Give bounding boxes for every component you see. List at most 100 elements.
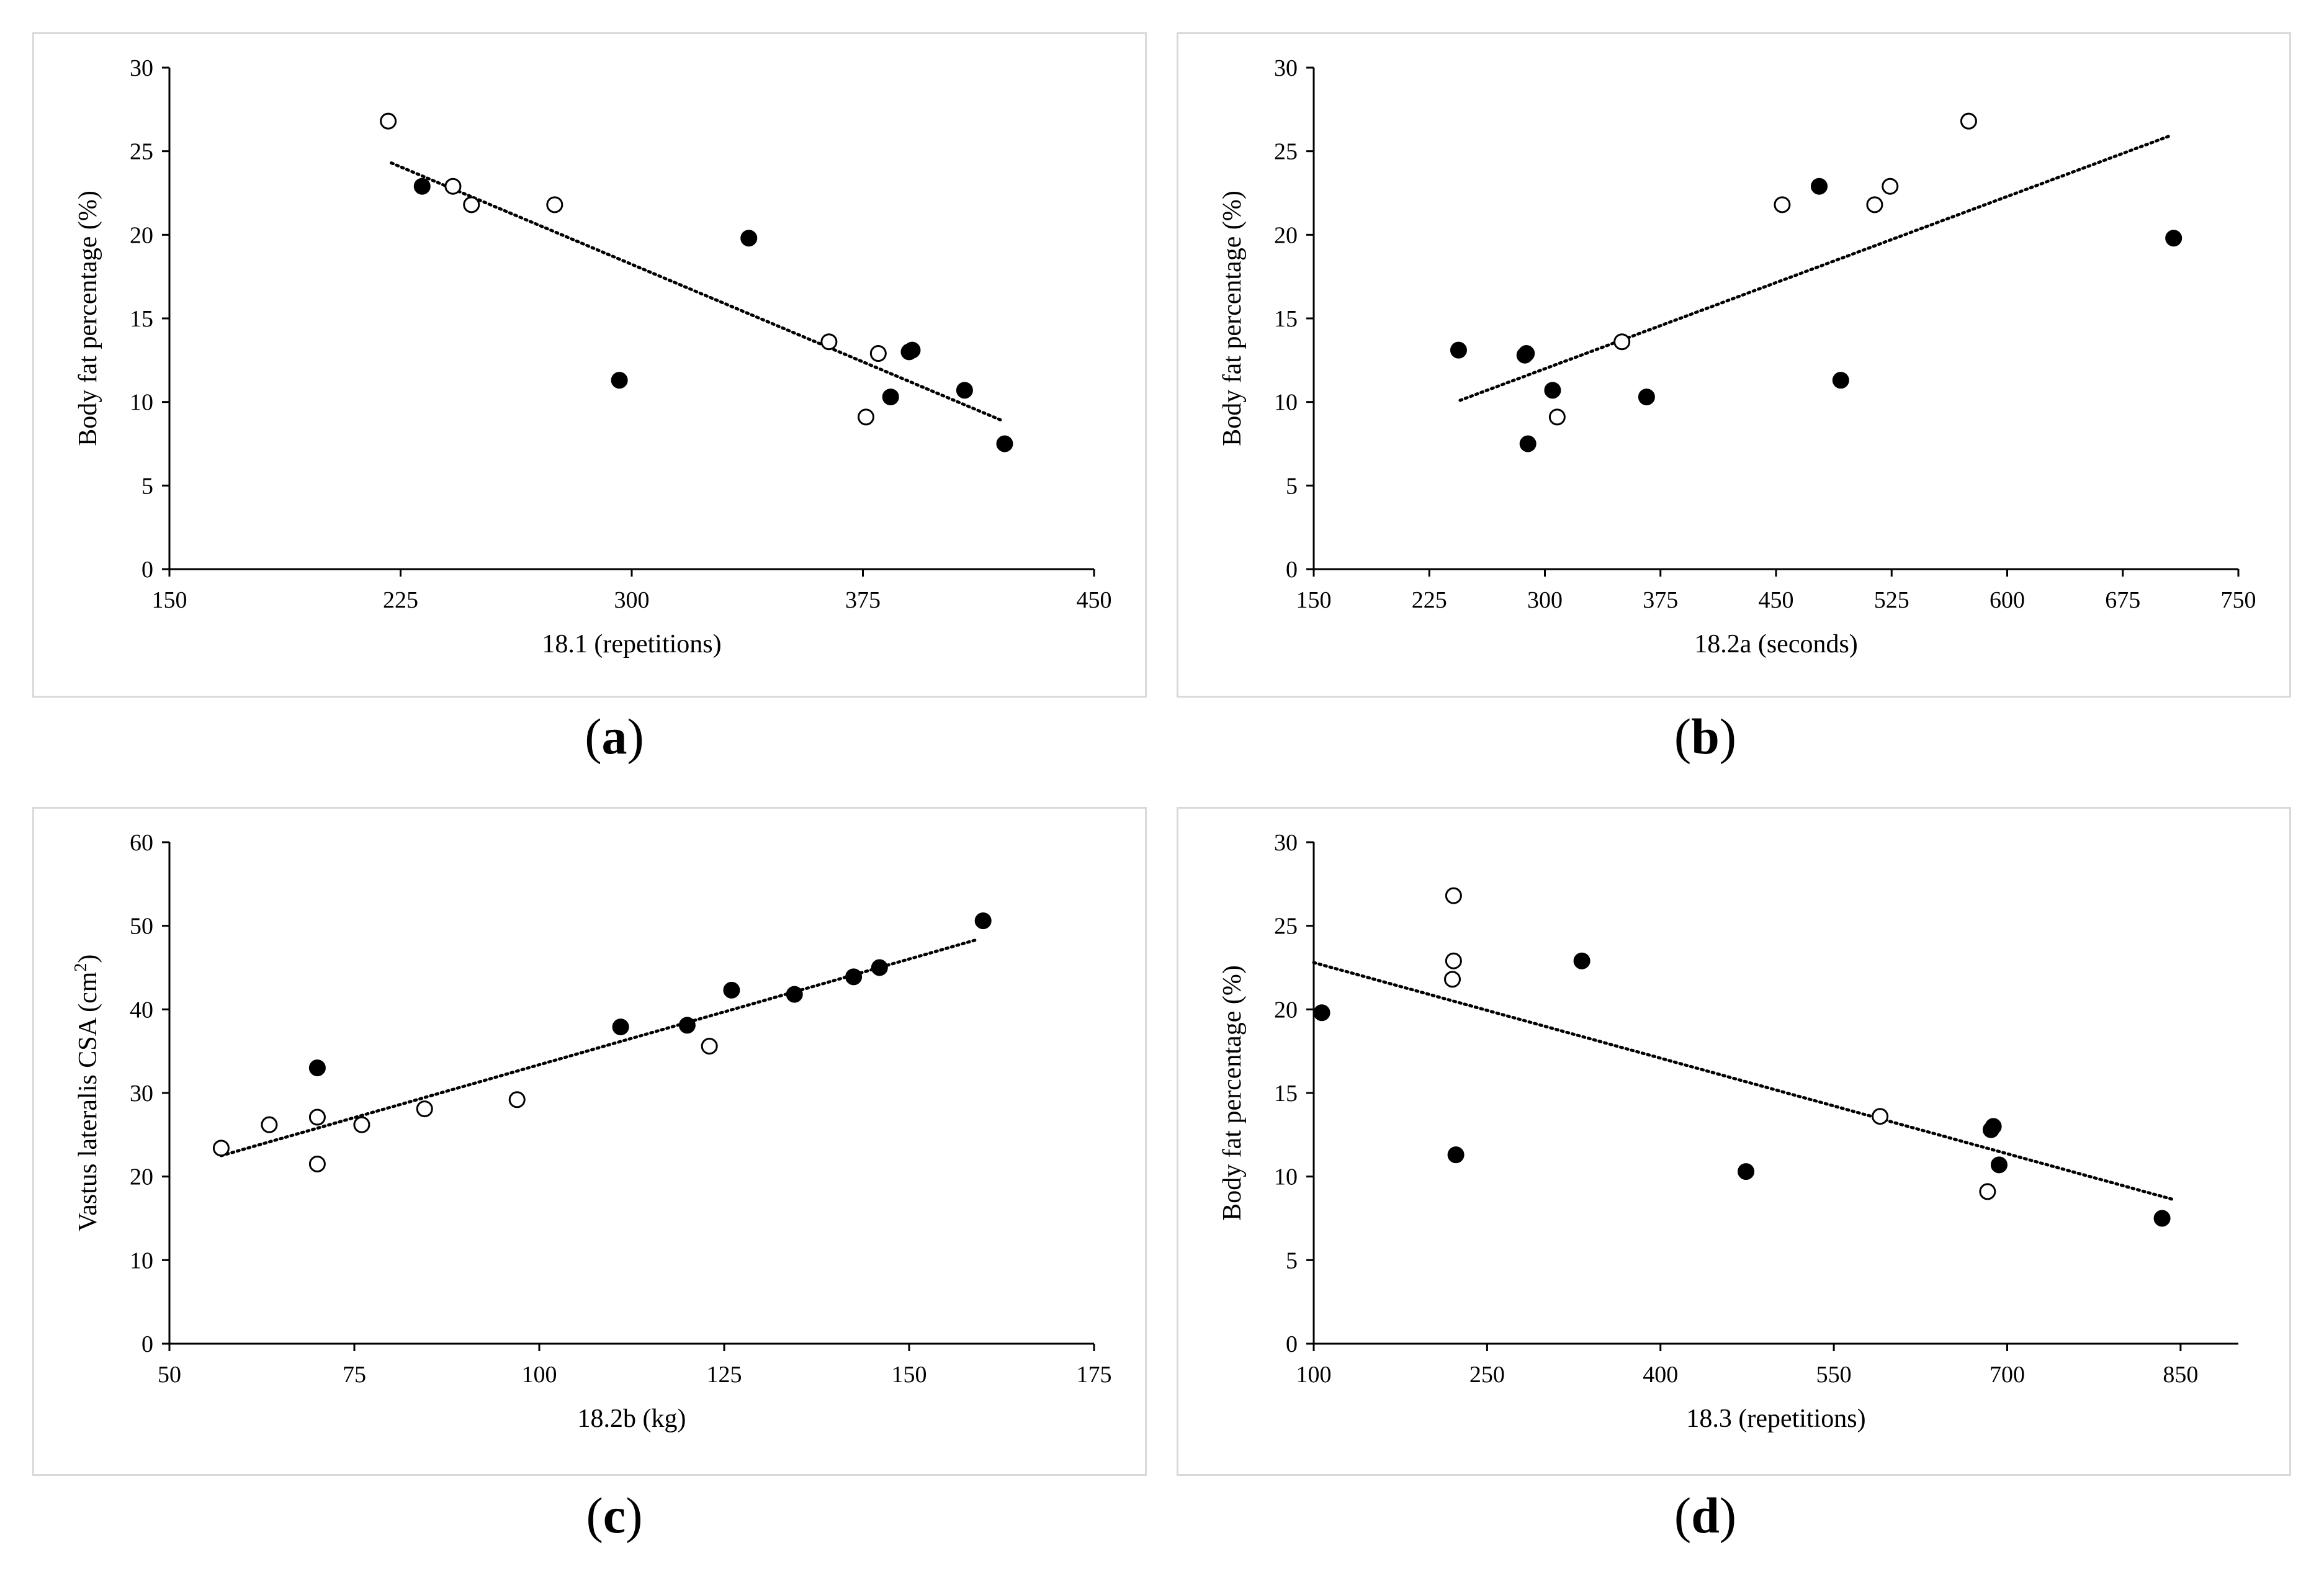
- y-tick-label: 0: [141, 1331, 153, 1357]
- filled-data-point: [1832, 372, 1849, 389]
- filled-data-point: [845, 968, 863, 986]
- x-tick-label: 850: [2163, 1362, 2198, 1388]
- y-axis-title-tail: ): [74, 955, 102, 963]
- y-axis-title-main: Vastus lateralis CSA (cm: [74, 971, 102, 1231]
- x-tick-label: 100: [1296, 1362, 1332, 1388]
- x-tick-label: 300: [614, 587, 650, 613]
- trendline: [1458, 134, 2171, 402]
- chart-panel-c: 0 10 20 30 40 50 60 50 75 100 125 150 175 18.2b (kg) V…: [32, 807, 1147, 1476]
- y-tick-label: 25: [1274, 914, 1298, 940]
- x-tick-label: 175: [1077, 1362, 1112, 1388]
- y-axis-title-main: Body fat percentage (%): [74, 191, 102, 446]
- x-axis-title: 18.3 (repetitions): [1686, 1405, 1865, 1433]
- y-axis-title-main: Body fat percentage (%): [1218, 965, 1247, 1221]
- filled-data-point: [956, 382, 973, 399]
- trendline: [390, 161, 1003, 422]
- y-tick-label: 30: [130, 55, 153, 81]
- filled-data-point: [1738, 1163, 1755, 1180]
- open-data-point: [1774, 196, 1791, 214]
- scatter-plot-a: 0 5 10 15 20 25 30 150 225 300 375 450 18.1 (repetit…: [74, 55, 1112, 659]
- x-tick-label: 450: [1759, 587, 1794, 613]
- open-data-point: [1960, 112, 1977, 130]
- filled-data-point: [904, 341, 921, 359]
- chart-panel-a: 0 5 10 15 20 25 30 150 225 300 375 450 18.1 (repetit…: [32, 32, 1147, 698]
- y-tick-label: 15: [130, 306, 153, 332]
- filled-data-point: [2153, 1210, 2171, 1227]
- y-axis-title-main: Body fat percentage (%): [1218, 191, 1247, 446]
- open-data-point: [380, 112, 397, 130]
- x-tick-label: 750: [2221, 587, 2256, 613]
- open-data-point: [261, 1116, 278, 1133]
- open-data-point: [1872, 1108, 1889, 1125]
- y-tick-label: 10: [130, 1248, 153, 1274]
- y-tick-label: 20: [130, 1164, 153, 1190]
- x-tick-label: 225: [383, 587, 418, 613]
- y-tick-label: 5: [1286, 1248, 1298, 1274]
- open-data-point: [444, 178, 462, 195]
- chart-panel-d: 0 5 10 15 20 25 30 100 250 400 550 700 850 18.3 (repe…: [1177, 807, 2291, 1476]
- y-axis-title: Body fat percentage (%): [1218, 965, 1247, 1221]
- x-tick-label: 375: [1643, 587, 1678, 613]
- filled-data-point: [1313, 1004, 1330, 1022]
- x-tick-label: 450: [1077, 587, 1112, 613]
- filled-data-point: [974, 912, 992, 930]
- filled-data-point: [611, 372, 628, 389]
- filled-data-point: [612, 1018, 629, 1036]
- open-data-point: [1548, 408, 1566, 426]
- x-axis-title: 18.1 (repetitions): [542, 630, 721, 659]
- chart-panel-b: 0 5 10 15 20 25 30 150 225 300 375 450 525 600 675 750 1…: [1177, 32, 2291, 698]
- y-tick-label: 25: [1274, 139, 1298, 165]
- filled-data-point: [1544, 382, 1561, 399]
- filled-data-point: [882, 389, 899, 406]
- open-data-point: [463, 196, 480, 214]
- scatter-plot-c: 0 10 20 30 40 50 60 50 75 100 125 150 175 18.2b (kg) V…: [71, 830, 1112, 1433]
- y-tick-label: 5: [1286, 473, 1298, 499]
- y-tick-label: 0: [141, 557, 153, 583]
- x-axis-title: 18.2a (seconds): [1694, 630, 1858, 659]
- open-data-point: [1445, 952, 1462, 969]
- filled-data-point: [1982, 1121, 1999, 1138]
- scatter-plot-d: 0 5 10 15 20 25 30 100 250 400 550 700 850 18.3 (repe…: [1218, 830, 2238, 1433]
- x-tick-label: 400: [1643, 1362, 1678, 1388]
- caption-b: (b): [1674, 708, 1737, 765]
- filled-data-point: [723, 981, 740, 999]
- y-tick-label: 15: [1274, 306, 1298, 332]
- x-tick-label: 675: [2105, 587, 2140, 613]
- open-data-point: [869, 345, 887, 362]
- filled-data-point: [678, 1017, 696, 1034]
- y-tick-label: 20: [1274, 997, 1298, 1023]
- y-tick-label: 0: [1286, 557, 1298, 583]
- open-data-point: [353, 1116, 370, 1133]
- filled-data-point: [871, 959, 888, 976]
- x-tick-label: 150: [1296, 587, 1332, 613]
- filled-data-point: [1811, 178, 1828, 195]
- open-data-point: [308, 1155, 326, 1172]
- x-tick-label: 375: [845, 587, 881, 613]
- y-axis-title: Body fat percentage (%): [74, 191, 102, 446]
- x-axis-title: 18.2b (kg): [578, 1405, 686, 1433]
- x-tick-label: 300: [1527, 587, 1563, 613]
- filled-data-point: [1519, 435, 1537, 452]
- open-data-point: [857, 408, 874, 426]
- open-data-point: [1445, 887, 1462, 904]
- scatter-plot-b: 0 5 10 15 20 25 30 150 225 300 375 450 525 600 675 750 1…: [1218, 55, 2256, 659]
- y-tick-label: 10: [1274, 390, 1298, 416]
- y-tick-label: 5: [141, 473, 153, 499]
- filled-data-point: [1447, 1146, 1465, 1164]
- caption-c: (c): [586, 1487, 643, 1544]
- y-tick-label: 40: [130, 997, 153, 1023]
- caption-d-letter: d: [1691, 1487, 1720, 1544]
- open-data-point: [820, 333, 838, 351]
- y-tick-label: 25: [130, 139, 153, 165]
- open-data-point: [308, 1108, 326, 1126]
- filled-data-point: [1573, 952, 1590, 969]
- open-data-point: [1882, 178, 1899, 195]
- x-tick-label: 125: [707, 1362, 742, 1388]
- open-data-point: [1444, 971, 1461, 988]
- x-tick-label: 525: [1874, 587, 1909, 613]
- filled-data-point: [1450, 341, 1467, 359]
- y-tick-label: 20: [1274, 222, 1298, 248]
- y-tick-label: 10: [1274, 1164, 1298, 1190]
- filled-data-point: [308, 1059, 326, 1077]
- y-tick-label: 30: [1274, 55, 1298, 81]
